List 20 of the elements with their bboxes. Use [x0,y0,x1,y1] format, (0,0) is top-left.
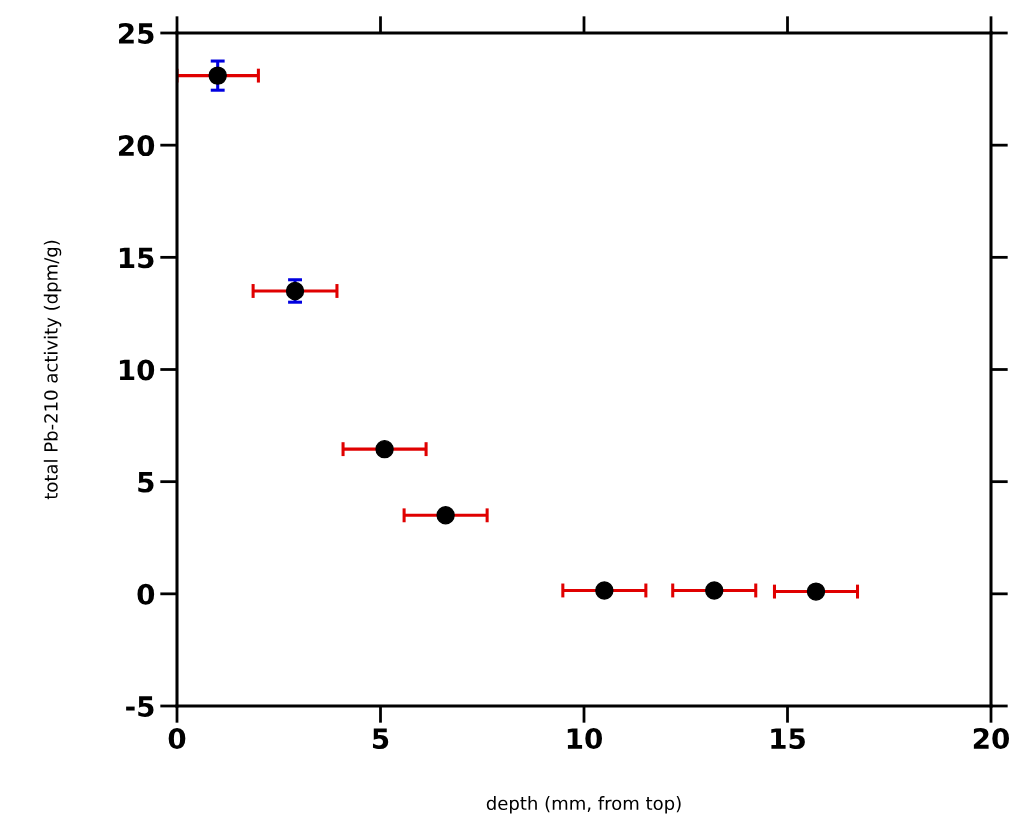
point [705,581,724,600]
y-tick-label: 25 [119,22,154,44]
y-tick-label: 20 [119,135,155,157]
point [806,582,826,601]
y-tick-label: 10 [119,359,155,381]
x-tick-label: 5 [372,728,389,750]
y-tick-label: 0 [137,583,155,605]
x-axis-title: depth (mm, from top) [486,796,681,814]
point [436,506,455,525]
y-tick-label: -5 [126,696,154,717]
y-tick-label: 5 [138,471,154,493]
y-tick-label: 15 [119,247,154,269]
point [375,439,394,459]
x-tick-label: 0 [168,728,186,750]
y-axis-title: total Pb-210 activity (dpm/g) [43,240,62,500]
x-tick-label: 20 [973,728,1009,750]
x-tick-label: 10 [567,728,602,750]
x-tick-label: 15 [771,728,805,750]
point [208,66,227,85]
point [595,581,614,600]
